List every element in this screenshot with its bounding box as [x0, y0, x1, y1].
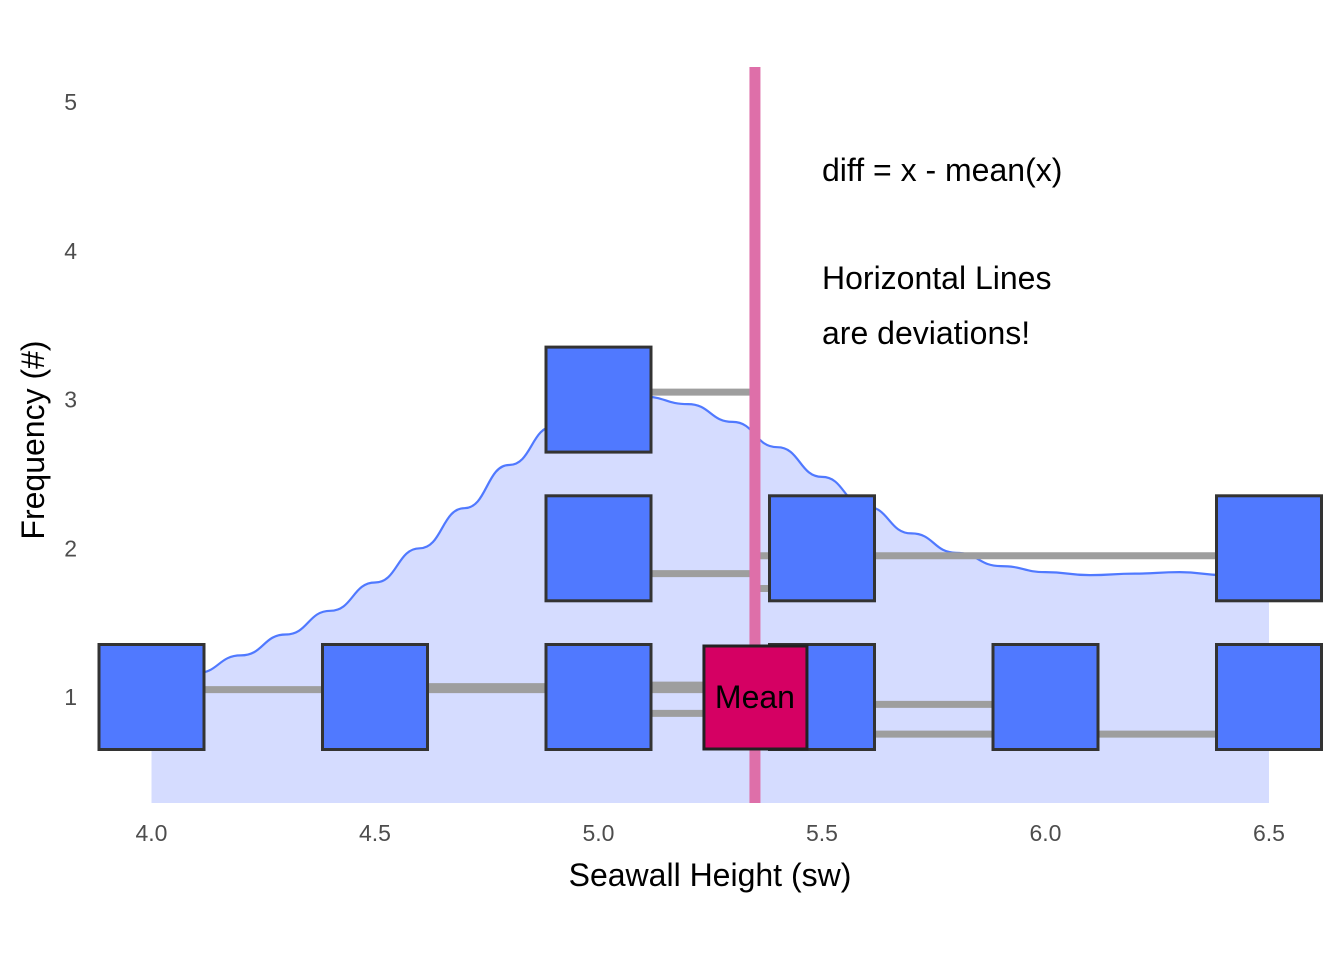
- y-tick-label: 1: [64, 684, 77, 710]
- y-axis-title: Frequency (#): [15, 340, 51, 539]
- annotation-line-formula: diff = x - mean(x): [822, 152, 1062, 188]
- y-tick-label: 4: [64, 238, 77, 264]
- annotation-line-horizontal: Horizontal Lines: [822, 260, 1051, 296]
- data-point-6: [768, 494, 876, 603]
- x-tick-label: 6.0: [1030, 820, 1062, 846]
- data-point-8: [1215, 643, 1323, 751]
- x-tick-label: 5.0: [583, 820, 615, 846]
- density-curve: [151, 395, 1270, 691]
- y-tick-label: 5: [64, 89, 77, 115]
- data-point-9: [1215, 494, 1323, 603]
- y-tick-label: 3: [64, 387, 77, 413]
- y-tick-label: 2: [64, 535, 77, 561]
- mean-label: Mean: [715, 679, 795, 715]
- y-tick-labels: 1 2 3 4 5: [64, 89, 77, 710]
- mean-box-layer: Mean: [702, 644, 809, 751]
- annotation-line-deviations: are deviations!: [822, 315, 1030, 351]
- data-point-7: [991, 643, 1100, 751]
- x-axis-title: Seawall Height (sw): [569, 857, 852, 893]
- data-point-3: [544, 494, 653, 603]
- annotation-block: diff = x - mean(x) Horizontal Lines are …: [822, 152, 1062, 351]
- data-point-2: [544, 643, 653, 751]
- x-tick-label: 5.5: [806, 820, 838, 846]
- mean-box: [702, 644, 809, 751]
- data-point-1: [321, 643, 429, 751]
- x-tick-label: 6.5: [1253, 820, 1285, 846]
- x-tick-labels: 4.0 4.5 5.0 5.5 6.0 6.5: [136, 820, 1285, 846]
- data-point-4: [544, 345, 653, 454]
- data-point-0: [97, 643, 206, 751]
- x-tick-label: 4.5: [359, 820, 391, 846]
- x-tick-label: 4.0: [136, 820, 168, 846]
